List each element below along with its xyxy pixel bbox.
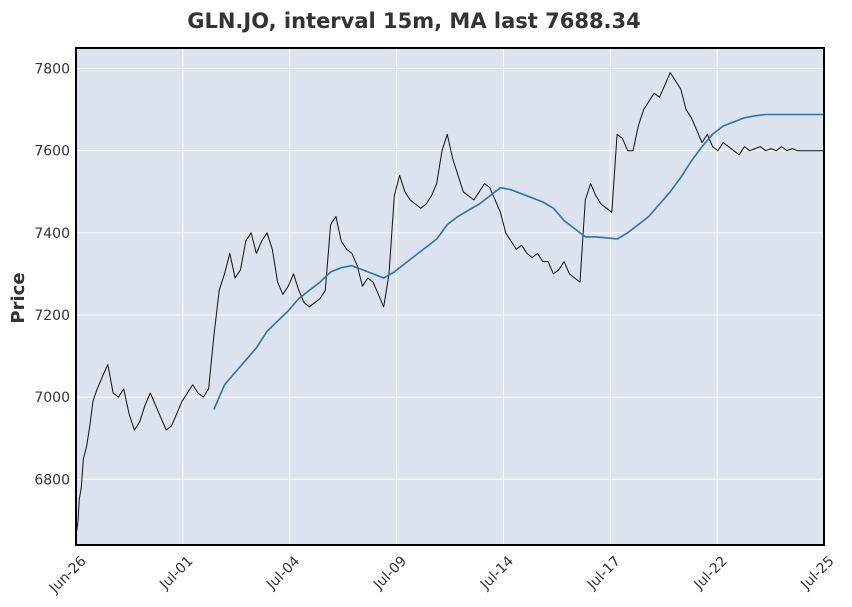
x-tick-label: Jul-09 (370, 553, 410, 593)
price-series (75, 72, 824, 537)
y-tick-label: 6800 (34, 472, 70, 488)
y-axis-label: Price (8, 272, 29, 323)
y-axis-ticks: 6800 7000 7200 7400 7600 7800 (34, 62, 70, 489)
plot-area (76, 48, 824, 545)
price-line (75, 72, 824, 537)
y-tick-label: 7800 (34, 62, 70, 78)
y-tick-label: 7200 (34, 308, 70, 324)
x-tick-label: Jul-17 (584, 553, 624, 593)
x-tick-label: Jul-14 (477, 553, 517, 593)
y-tick-label: 7000 (34, 390, 70, 406)
x-tick-label: Jul-01 (156, 553, 196, 593)
chart-title: GLN.JO, interval 15m, MA last 7688.34 (187, 9, 641, 33)
x-tick-label: Jul-22 (691, 553, 731, 593)
plot-frame (75, 47, 825, 546)
x-axis-ticks: Jun-26 Jul-01 Jul-04 Jul-09 Jul-14 Jul-17 Jul-… (46, 553, 838, 597)
x-tick-label: Jul-04 (263, 553, 303, 593)
x-tick-label: Jun-26 (46, 553, 90, 597)
y-tick-label: 7600 (34, 144, 70, 160)
y-tick-label: 7400 (34, 226, 70, 242)
moving-average-line (213, 113, 824, 410)
moving-average-series (213, 113, 824, 410)
x-tick-label: Jul-25 (797, 553, 837, 593)
